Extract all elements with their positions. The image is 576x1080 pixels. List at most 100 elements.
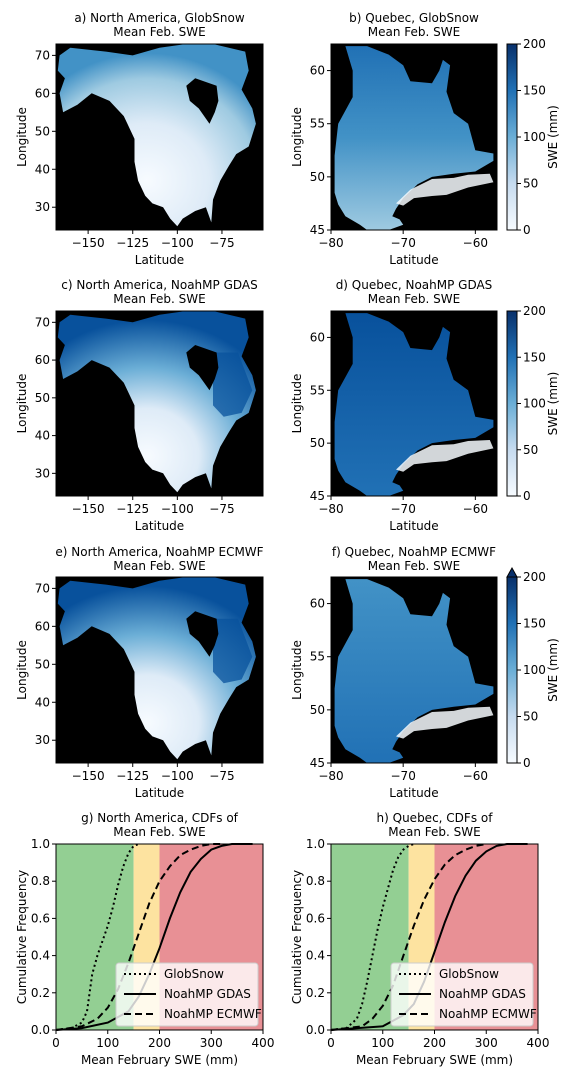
- x-axis-label: Latitude: [389, 519, 438, 533]
- colorbar-tick-label: 50: [523, 443, 538, 457]
- x-tick-label: −150: [72, 236, 105, 250]
- cdf-line-noahmp-ecmwf: [55, 843, 222, 1031]
- x-tick-label: 0: [327, 1036, 335, 1050]
- colorbar-tick-label: 0: [523, 223, 531, 237]
- y-tick-label: 45: [310, 489, 325, 503]
- panel-subtitle: Mean Feb. SWE: [113, 825, 205, 839]
- map-water-hudson-bay: [186, 345, 219, 391]
- y-tick-label: 0.8: [31, 874, 50, 888]
- map-water-hudson-bay: [186, 78, 219, 124]
- legend-entry: NoahMP GDAS: [439, 987, 526, 1001]
- y-tick-label: 50: [35, 391, 50, 405]
- map-low-swe-region: [396, 173, 494, 206]
- y-tick-label: 40: [35, 429, 50, 443]
- colorbar-gradient: [506, 576, 518, 764]
- map-land-swe: [334, 46, 494, 230]
- y-tick-label: 50: [35, 124, 50, 138]
- y-tick-label: 50: [310, 703, 325, 717]
- panel-subtitle: Mean Feb. SWE: [368, 559, 460, 573]
- legend-entry: NoahMP ECMWF: [439, 1007, 537, 1021]
- x-tick-label: −80: [318, 236, 343, 250]
- y-tick-label: 1.0: [306, 837, 325, 851]
- colorbar-tick-label: 150: [523, 84, 546, 98]
- axes-frame: [55, 843, 264, 1031]
- y-tick-label: 70: [35, 581, 50, 595]
- y-axis-label: Longitude: [15, 640, 29, 700]
- colorbar-tick-label: 100: [523, 397, 546, 411]
- x-tick-label: −150: [72, 502, 105, 516]
- x-axis-label: Latitude: [389, 786, 438, 800]
- x-tick-label: −125: [116, 236, 149, 250]
- legend-box: [390, 962, 534, 1027]
- x-tick-label: −125: [116, 502, 149, 516]
- colorbar-tick-label: 200: [523, 37, 546, 51]
- map-low-swe-region: [396, 706, 494, 739]
- x-tick-label: −100: [161, 236, 194, 250]
- y-tick-label: 60: [310, 597, 325, 611]
- panel-title: c) North America, NoahMP GDAS: [61, 278, 257, 292]
- y-tick-label: 60: [35, 619, 50, 633]
- cdf-line-globsnow: [55, 843, 140, 1031]
- y-tick-label: 45: [310, 223, 325, 237]
- x-axis-label: Mean February SWE (mm): [81, 1053, 238, 1067]
- y-tick-label: 70: [35, 315, 50, 329]
- y-axis-label: Longitude: [15, 374, 29, 434]
- axes-frame: [55, 43, 264, 231]
- map-land-swe: [334, 313, 494, 496]
- legend: GlobSnow NoahMP GDAS NoahMP ECMWF: [115, 962, 262, 1027]
- y-tick-label: 60: [35, 86, 50, 100]
- colorbar: 0 50 100 150 200 SWE (mm): [506, 566, 560, 770]
- panel-title: b) Quebec, GlobSnow: [349, 11, 479, 25]
- panel-title: f) Quebec, NoahMP ECMWF: [332, 545, 496, 559]
- y-tick-label: 0.4: [306, 949, 325, 963]
- map-land-swe: [334, 579, 494, 763]
- map-panel-e: [56, 577, 263, 763]
- axes-frame: [330, 843, 539, 1031]
- x-tick-label: −75: [209, 502, 234, 516]
- y-tick-label: 60: [310, 330, 325, 344]
- colorbar-tick-label: 100: [523, 130, 546, 144]
- y-tick-label: 40: [35, 162, 50, 176]
- y-axis-label: Longitude: [290, 374, 304, 434]
- y-tick-label: 30: [35, 466, 50, 480]
- y-tick-label: 30: [35, 200, 50, 214]
- panel-title: a) North America, GlobSnow: [74, 11, 245, 25]
- x-axis-label: Latitude: [135, 253, 184, 267]
- x-tick-label: 100: [96, 1036, 119, 1050]
- colorbar-label: SWE (mm): [546, 372, 560, 436]
- y-tick-label: 0.2: [306, 986, 325, 1000]
- x-axis-label: Latitude: [135, 786, 184, 800]
- panel-subtitle: Mean Feb. SWE: [368, 292, 460, 306]
- y-tick-label: 70: [35, 48, 50, 62]
- x-axis-label: Latitude: [135, 519, 184, 533]
- y-tick-label: 0.4: [31, 949, 50, 963]
- legend-entry: NoahMP GDAS: [164, 987, 251, 1001]
- y-tick-label: 55: [310, 117, 325, 131]
- x-tick-label: −150: [72, 769, 105, 783]
- axes-frame: [55, 576, 264, 764]
- panel-title: g) North America, CDFs of: [81, 811, 239, 825]
- colorbar-label: SWE (mm): [546, 638, 560, 702]
- y-tick-label: 0.2: [31, 986, 50, 1000]
- cdf-line-noahmp-ecmwf: [330, 843, 487, 1031]
- y-tick-label: 55: [310, 383, 325, 397]
- colorbar-tick-label: 100: [523, 663, 546, 677]
- colorbar-tick-label: 50: [523, 177, 538, 191]
- y-axis-label: Cumulative Frequency: [290, 870, 304, 1004]
- x-tick-label: 100: [371, 1036, 394, 1050]
- panel-title: e) North America, NoahMP ECMWF: [55, 545, 263, 559]
- legend-box: [115, 962, 259, 1027]
- x-tick-label: −75: [209, 769, 234, 783]
- map-panel-b: [331, 44, 497, 230]
- panel-subtitle: Mean Feb. SWE: [368, 25, 460, 39]
- axes-frame: [55, 310, 264, 497]
- map-high-swe-region: [213, 618, 253, 684]
- map-water-hudson-bay: [186, 611, 219, 657]
- axes-frame: [330, 43, 498, 231]
- x-tick-label: −125: [116, 769, 149, 783]
- y-tick-label: 60: [310, 64, 325, 78]
- colorbar-tick-label: 200: [523, 570, 546, 584]
- y-axis-label: Longitude: [290, 640, 304, 700]
- cdf-line-noahmp-gdas: [55, 843, 253, 1031]
- y-tick-label: 0.0: [306, 1023, 325, 1037]
